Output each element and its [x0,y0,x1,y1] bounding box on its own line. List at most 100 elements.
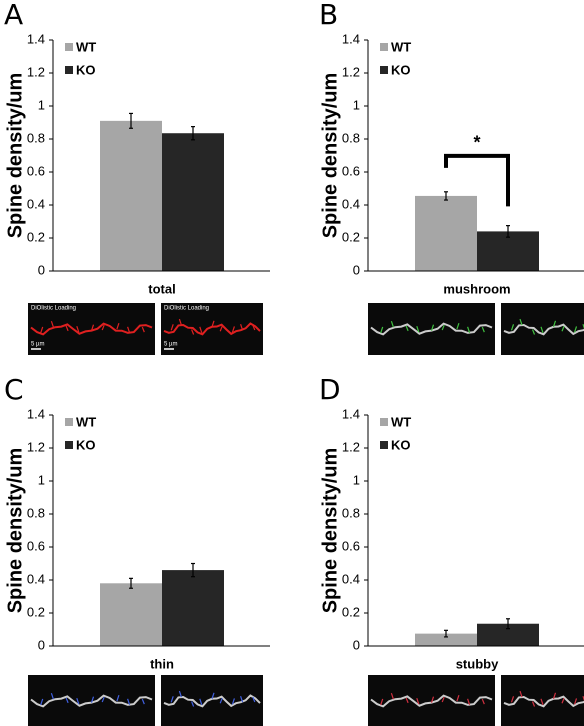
spine [380,698,384,706]
spine [211,320,215,328]
spine [380,326,384,334]
spine [552,320,557,328]
spine [510,696,515,703]
significance-bracket [444,153,510,207]
y-tick-label: 0.4 [27,196,45,211]
panel-label: D [319,373,341,406]
legend-label: KO [76,62,96,77]
legend-label: WT [391,39,411,54]
spine [65,325,69,332]
y-tick-label: 1.4 [342,406,360,421]
spine [582,696,584,702]
spine [116,694,120,702]
y-axis-label: Spine density/um [4,448,26,614]
spine [178,318,182,326]
y-tick-label: 0.6 [27,163,45,178]
spine [531,329,536,335]
spine [441,324,445,331]
spine [573,326,578,333]
micrograph [501,303,584,355]
legend-swatch [65,43,73,51]
legend-label: KO [76,437,96,452]
y-tick-label: 0.8 [342,505,360,520]
spine [540,326,544,333]
spine [561,698,565,704]
x-category-label: total [148,281,175,296]
y-tick-label: 0 [353,262,360,277]
scale-bar-label: 5 µm [31,342,44,348]
legend-swatch [65,66,73,74]
legend-label: KO [391,62,411,77]
spine [416,325,420,333]
spine [481,698,485,705]
y-tick-label: 1.4 [342,31,360,46]
legend-label: WT [391,414,411,429]
spine [231,326,235,333]
spine [170,324,174,331]
y-tick-label: 1.2 [342,64,360,79]
bar [162,133,224,271]
y-tick-label: 0.2 [27,604,45,619]
spine [40,326,44,334]
y-tick-label: 1 [353,97,360,112]
spine [90,696,95,703]
y-tick-label: 1.4 [27,406,45,421]
y-tick-label: 0.4 [342,196,360,211]
spine [101,324,105,331]
y-tick-label: 0.2 [27,229,45,244]
spine [456,322,460,330]
image-title: DiOlistic Loading [164,306,209,312]
y-tick-label: 0 [38,262,45,277]
error-bar [129,577,133,589]
y-tick-label: 1.2 [27,64,45,79]
spine [240,324,244,331]
y-tick-label: 0.2 [342,229,360,244]
spine [231,698,235,705]
spine [50,693,54,700]
y-tick-label: 0.6 [342,538,360,553]
spine [552,692,557,700]
error-bar [129,112,133,129]
spine [390,693,394,700]
bar [415,195,477,271]
micrograph [501,675,584,726]
legend-swatch [380,66,388,74]
legend-swatch [380,441,388,449]
spine [519,318,523,326]
y-axis-label: Spine density/um [319,448,341,614]
y-tick-label: 1.2 [342,439,360,454]
error-bar [506,618,510,630]
y-tick-label: 1.4 [27,31,45,46]
spine [127,698,131,706]
spine [191,701,195,707]
y-tick-label: 0.8 [27,130,45,145]
error-bar [191,562,195,578]
legend-label: WT [76,414,96,429]
y-tick-label: 0 [353,637,360,652]
spine [178,690,182,698]
spine [531,701,536,707]
spine [40,698,44,706]
scale-bar-label: 5 µm [164,342,177,348]
spine [430,324,435,331]
panel-label: A [4,0,23,31]
spine [240,696,244,703]
y-tick-label: 1 [353,472,360,487]
y-tick-label: 1 [38,472,45,487]
spine [141,698,145,705]
bar [477,231,539,271]
bar [100,583,162,646]
bar [162,570,224,646]
spine [116,322,120,330]
spine [519,690,523,698]
error-bar [191,126,195,141]
spine [170,696,174,703]
y-tick-label: 0.8 [342,130,360,145]
spine [76,697,80,705]
x-category-label: thin [150,656,174,671]
spine [582,324,584,330]
y-tick-label: 0.8 [27,505,45,520]
spine [211,692,215,700]
y-axis-label: Spine density/um [319,73,341,239]
